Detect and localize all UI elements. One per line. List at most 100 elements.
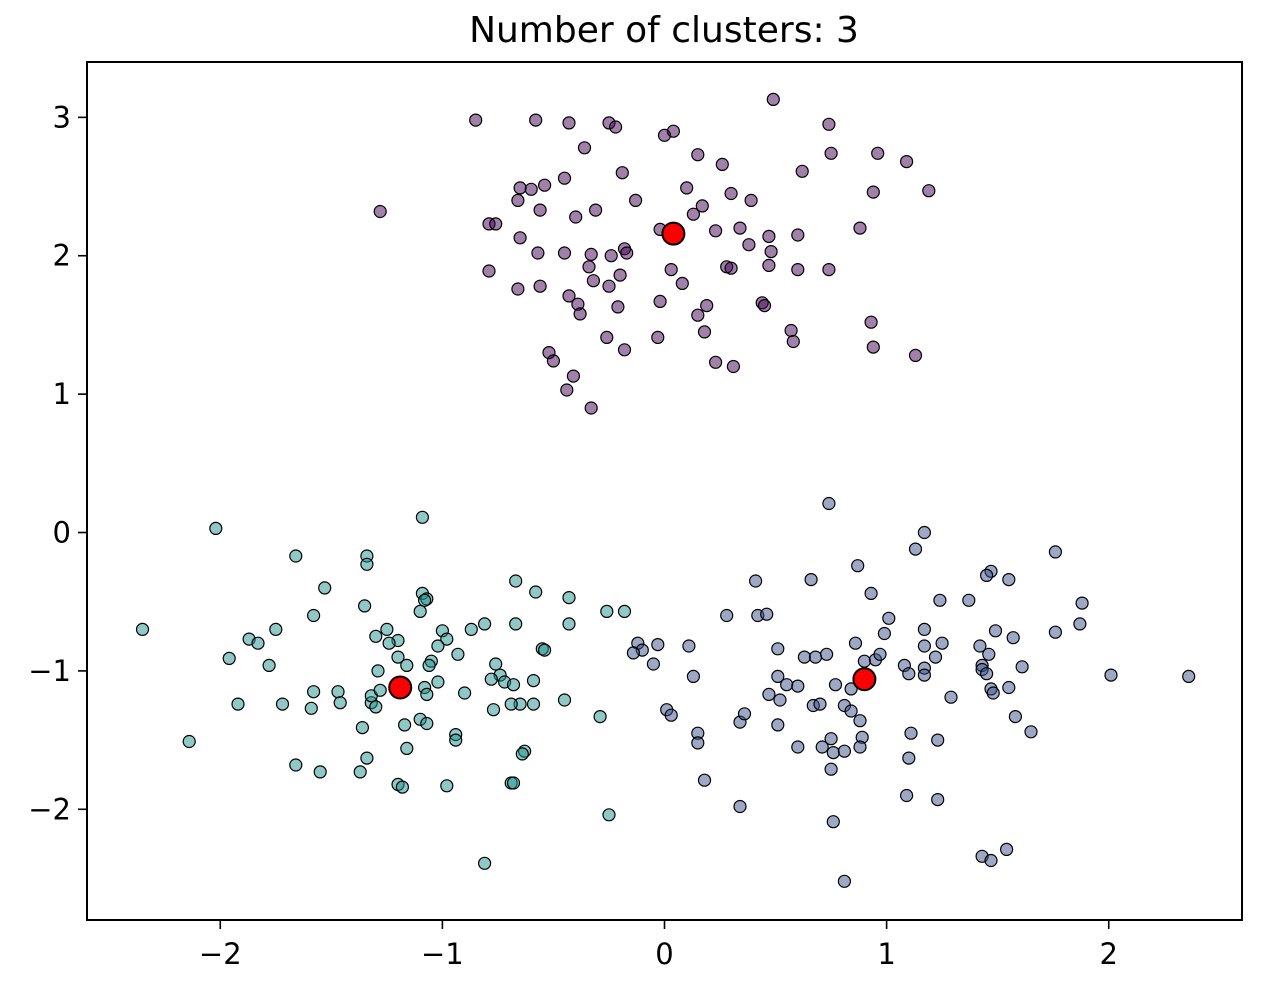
cluster-2-point [826, 815, 840, 829]
cluster-2-point [851, 559, 865, 573]
cluster-2-point [1048, 545, 1063, 559]
cluster-1-point [582, 260, 596, 274]
cluster-1-point [708, 355, 723, 369]
cluster-3-point [382, 636, 396, 650]
cluster-3-point [537, 643, 552, 657]
cluster-3-point [400, 658, 414, 673]
centers-layer [388, 221, 877, 700]
cluster-3-point [602, 808, 616, 822]
x-tick-label: 0 [655, 937, 673, 971]
cluster-3-point [420, 687, 434, 702]
cluster-1-point [617, 343, 632, 357]
cluster-3-point [484, 672, 498, 686]
cluster-2-point [902, 667, 916, 681]
cluster-2-point [664, 708, 678, 722]
cluster-2-point [982, 647, 996, 661]
cluster-3-point [318, 581, 332, 595]
cluster-1-point [899, 155, 914, 169]
cluster-1-point [766, 92, 780, 107]
cluster-2-point [737, 707, 752, 721]
cluster-3-point [509, 574, 523, 588]
cluster-1-point [511, 282, 525, 296]
cluster-3-point [269, 622, 283, 637]
cluster-3-point [275, 697, 290, 711]
cluster-3-point [562, 590, 576, 605]
cluster-1-point [546, 354, 561, 368]
cluster-2-point [988, 624, 1003, 638]
cluster-1-point [871, 146, 885, 160]
cluster-1-point [762, 229, 776, 243]
cluster-3-point [231, 697, 245, 711]
cluster-2-point [682, 639, 696, 653]
cluster-1-point [733, 221, 747, 235]
cluster-2-point [1015, 660, 1029, 674]
cluster-2-point [797, 650, 812, 664]
cluster-1-point [697, 325, 712, 339]
points-layer [135, 92, 1196, 888]
cluster-3-point [509, 617, 523, 631]
cluster-3-point [593, 709, 607, 724]
cluster-1-point [742, 238, 756, 252]
cluster-2-point [771, 642, 785, 656]
cluster-2-point [804, 572, 818, 587]
cluster-3-point [526, 673, 541, 688]
cluster-1-point [615, 166, 629, 180]
y-tick-label: 0 [53, 516, 71, 550]
cluster-1-point [529, 113, 543, 127]
cluster-3-point [506, 678, 521, 692]
cluster-2-point [986, 686, 1000, 700]
cluster-2-point [853, 714, 867, 728]
cluster-2-point [917, 639, 932, 653]
cluster-2-point [1073, 617, 1087, 631]
cluster-2-point [973, 639, 987, 653]
cluster-1-point [628, 193, 643, 207]
cluster-1-point [822, 117, 836, 131]
cluster-2-point [1002, 572, 1016, 587]
cluster-2-point [844, 704, 858, 718]
cluster-2-point [928, 650, 943, 664]
cluster-3-point [353, 765, 367, 779]
cluster-1-point [613, 268, 627, 282]
cluster-center-1 [661, 221, 686, 246]
cluster-2-point [822, 496, 836, 511]
x-tick-label: −2 [199, 937, 242, 971]
cluster-3-point [262, 658, 276, 673]
cluster-3-point [420, 716, 434, 731]
cluster-3-point [360, 557, 374, 571]
cluster-2-point [813, 697, 827, 711]
cluster-3-point [373, 683, 387, 697]
cluster-2-point [979, 568, 994, 583]
cluster-3-point [418, 593, 432, 607]
cluster-2-point [824, 732, 838, 746]
cluster-1-point [569, 210, 583, 224]
cluster-1-point [588, 203, 603, 217]
cluster-2-point [733, 799, 747, 814]
cluster-1-point [586, 274, 601, 288]
cluster-2-point [853, 740, 867, 754]
cluster-1-point [469, 113, 483, 127]
cluster-1-point [562, 116, 576, 130]
cluster-2-point [899, 788, 914, 803]
cluster-1-point [602, 279, 616, 293]
x-tick-label: −1 [421, 937, 464, 971]
cluster-2-point [877, 626, 892, 641]
cluster-3-point [304, 701, 318, 715]
cluster-3-point [486, 703, 501, 717]
cluster-2-point [837, 874, 852, 888]
cluster-2-point [1104, 668, 1118, 682]
cluster-3-point [400, 741, 414, 756]
cluster-1-point [822, 263, 836, 277]
cluster-3-point [369, 629, 383, 643]
cluster-1-point [573, 307, 587, 321]
cluster-3-point [289, 549, 303, 563]
cluster-1-point [791, 228, 805, 242]
cluster-1-point [686, 207, 701, 221]
cluster-2-point [917, 622, 932, 637]
cluster-1-point [866, 340, 880, 354]
cluster-1-point [762, 258, 776, 272]
cluster-3-point [415, 510, 429, 524]
cluster-3-point [313, 765, 327, 779]
cluster-3-point [529, 585, 543, 599]
cluster-3-point [489, 657, 503, 671]
